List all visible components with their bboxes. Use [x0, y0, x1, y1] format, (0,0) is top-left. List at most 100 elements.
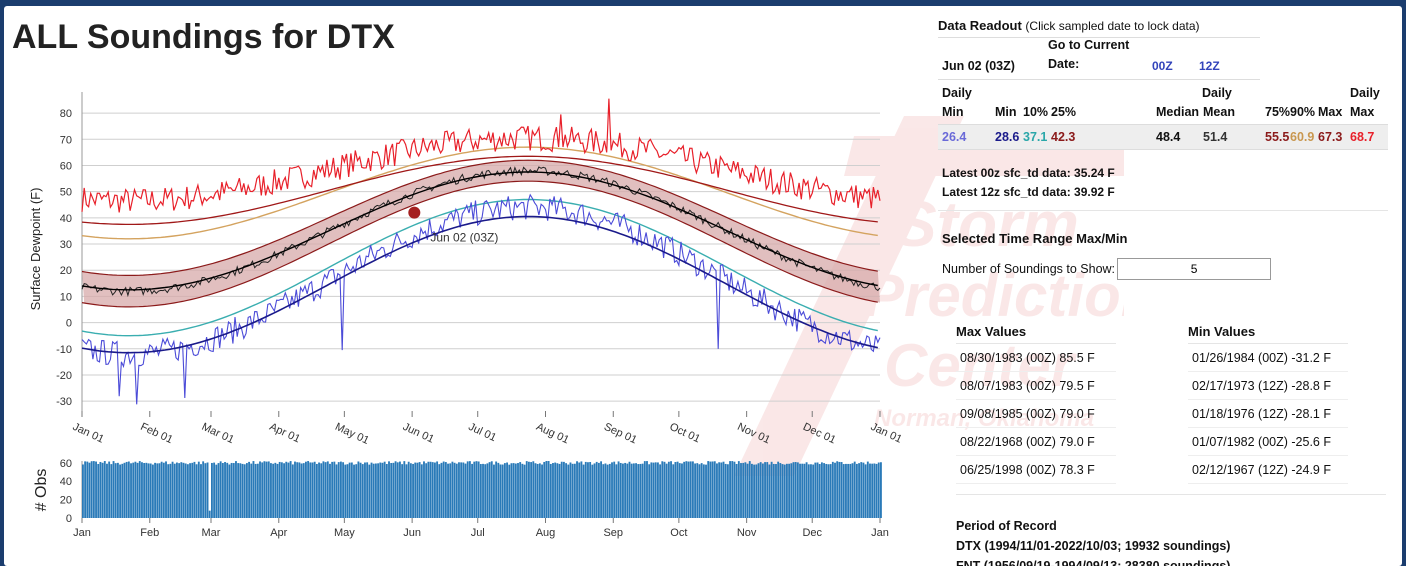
obs-bar: [768, 464, 771, 518]
obs-bar: [862, 462, 865, 518]
period-title: Period of Record: [956, 519, 1057, 533]
obs-bar: [532, 461, 535, 518]
obs-bar: [213, 462, 216, 518]
max-value-row[interactable]: 08/30/1983 (00Z) 85.5 F: [956, 344, 1116, 372]
dewpoint-chart[interactable]: 80 70 60 50 40 30 20 10 0 -10 -20 -30 Jan 01 Feb 01 M…: [4, 6, 924, 546]
y-tick-label: 20: [60, 265, 72, 277]
max-observed-line: [81, 98, 881, 213]
obs-bar: [827, 464, 830, 518]
main-panel: Storm Prediction Center Norman, Oklahoma…: [4, 6, 1402, 566]
obs-bar: [300, 463, 303, 518]
obs-bar: [766, 462, 769, 518]
obs-bar: [158, 463, 161, 518]
obs-bar: [460, 462, 463, 518]
obs-bar: [877, 462, 880, 518]
obs-bar: [197, 461, 200, 518]
obs-bar: [438, 464, 441, 518]
obs-bar: [556, 463, 559, 518]
obs-bar: [624, 462, 627, 518]
hdr-max: Max: [1318, 105, 1343, 119]
selected-date-marker[interactable]: [408, 206, 421, 219]
obs-bar: [283, 463, 285, 518]
obs-bar: [364, 462, 366, 518]
y-tick-label: 0: [66, 318, 72, 330]
stats-values-row: 26.4 28.6 37.1 42.3 48.4 51.4 55.5 60.9 …: [938, 124, 1388, 150]
max-values-title: Max Values: [956, 324, 1116, 344]
obs-x-tick-label: May: [334, 527, 355, 539]
obs-bar: [191, 462, 194, 518]
obs-bar: [394, 461, 397, 518]
min-value-row[interactable]: 01/26/1984 (00Z) -31.2 F: [1188, 344, 1348, 372]
obs-bar: [851, 463, 854, 518]
obs-bar: [186, 464, 189, 518]
hdr-daily-left: Daily: [942, 86, 972, 100]
obs-bar: [573, 463, 576, 518]
obs-bar: [320, 463, 323, 518]
obs-bar: [353, 464, 355, 518]
x-tick-label: Nov 01: [735, 421, 772, 447]
obs-bar: [337, 462, 340, 518]
obs-bar: [825, 463, 828, 518]
obs-bar: [497, 462, 500, 518]
obs-bar: [593, 463, 596, 518]
obs-bar: [208, 510, 211, 518]
obs-bar: [471, 463, 474, 518]
obs-bar: [820, 462, 823, 518]
obs-bar: [458, 462, 460, 518]
obs-bar: [761, 463, 764, 518]
obs-bar: [838, 461, 841, 518]
goto-00z-link[interactable]: 00Z: [1152, 59, 1173, 73]
readout-note: (Click sampled date to lock data): [1025, 19, 1200, 33]
obs-x-tick-label: Jun: [403, 527, 421, 539]
val-min: 28.6: [995, 130, 1020, 144]
min-value-row[interactable]: 02/12/1967 (12Z) -24.9 F: [1188, 456, 1348, 484]
goto-12z-link[interactable]: 12Z: [1199, 59, 1220, 73]
y-tick-label: -20: [56, 370, 72, 382]
min-value-row[interactable]: 01/18/1976 (12Z) -28.1 F: [1188, 400, 1348, 428]
obs-bar: [606, 464, 609, 518]
max-value-row[interactable]: 08/22/1968 (00Z) 79.0 F: [956, 428, 1116, 456]
num-soundings-input[interactable]: [1117, 258, 1272, 280]
obs-bar: [119, 464, 122, 518]
obs-bar: [628, 461, 631, 518]
obs-bar: [346, 464, 349, 518]
obs-bar: [836, 461, 839, 518]
chart-series: [81, 98, 881, 405]
obs-bar: [512, 463, 515, 518]
obs-bar: [873, 463, 876, 518]
max-value-row[interactable]: 09/08/1985 (00Z) 79.0 F: [956, 400, 1116, 428]
obs-y-tick-label: 20: [60, 495, 72, 507]
obs-bar: [842, 464, 845, 518]
obs-bar: [755, 464, 758, 518]
obs-bar: [488, 462, 491, 518]
obs-bar: [554, 462, 557, 518]
obs-bar: [637, 464, 640, 518]
obs-bar: [167, 464, 170, 518]
x-tick-label: Jun 01: [401, 421, 436, 446]
y-tick-label: 70: [60, 134, 72, 146]
obs-bar: [794, 462, 797, 518]
hdr-min: Min: [995, 105, 1017, 119]
obs-bar: [698, 464, 701, 518]
min-values-title: Min Values: [1188, 324, 1348, 344]
obs-bar: [477, 461, 480, 518]
obs-bar: [604, 463, 607, 518]
obs-bar: [396, 462, 399, 518]
obs-bar: [663, 461, 666, 518]
obs-x-tick-labels: Jan Feb Mar Apr May Jun Jul Aug Sep Oct Nov Dec Jan: [73, 527, 889, 539]
obs-bar: [545, 461, 548, 518]
obs-bar: [534, 463, 537, 518]
max-value-row[interactable]: 06/25/1998 (00Z) 78.3 F: [956, 456, 1116, 484]
min-value-row[interactable]: 02/17/1973 (12Z) -28.8 F: [1188, 372, 1348, 400]
latest-00z: Latest 00z sfc_td data: 35.24 F: [942, 166, 1115, 180]
obs-bar: [381, 462, 384, 518]
hdr-p10: 10%: [1023, 105, 1049, 119]
max-value-row[interactable]: 08/07/1983 (00Z) 79.5 F: [956, 372, 1116, 400]
obs-bar: [541, 464, 543, 518]
goto-line2: Date:: [1048, 57, 1080, 71]
divider: [956, 494, 1386, 495]
obs-bar: [193, 461, 196, 518]
obs-bar: [388, 461, 390, 518]
min-value-row[interactable]: 01/07/1982 (00Z) -25.6 F: [1188, 428, 1348, 456]
obs-bar: [132, 462, 135, 518]
